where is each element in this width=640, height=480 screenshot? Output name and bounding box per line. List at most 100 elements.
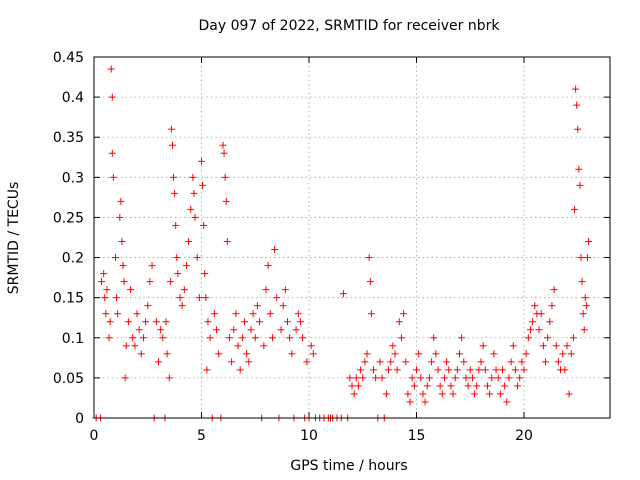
data-point bbox=[309, 350, 317, 358]
data-point bbox=[113, 294, 121, 302]
data-point bbox=[108, 93, 116, 101]
data-point bbox=[583, 254, 591, 262]
data-point bbox=[522, 350, 530, 358]
data-point bbox=[477, 358, 485, 366]
data-point bbox=[367, 310, 375, 318]
data-point bbox=[430, 334, 438, 342]
data-point bbox=[385, 366, 393, 374]
data-point bbox=[546, 318, 554, 326]
data-point bbox=[139, 334, 147, 342]
data-point bbox=[288, 350, 296, 358]
data-point bbox=[492, 366, 500, 374]
data-point bbox=[391, 350, 399, 358]
data-point bbox=[577, 254, 585, 262]
data-point bbox=[473, 382, 481, 390]
data-point bbox=[172, 221, 180, 229]
data-point bbox=[518, 358, 526, 366]
data-point bbox=[565, 390, 573, 398]
data-point bbox=[423, 382, 431, 390]
data-point bbox=[190, 189, 198, 197]
data-point bbox=[159, 334, 167, 342]
data-point bbox=[578, 278, 586, 286]
data-point bbox=[195, 294, 203, 302]
data-point bbox=[173, 254, 181, 262]
data-point bbox=[243, 350, 251, 358]
data-point bbox=[163, 350, 171, 358]
data-point bbox=[200, 221, 208, 229]
data-point bbox=[348, 382, 356, 390]
data-point bbox=[238, 334, 246, 342]
data-point bbox=[582, 302, 590, 310]
data-point bbox=[539, 342, 547, 350]
data-point bbox=[576, 181, 584, 189]
data-point bbox=[230, 326, 238, 334]
data-point bbox=[581, 294, 589, 302]
data-point bbox=[213, 326, 221, 334]
data-point bbox=[144, 302, 152, 310]
data-point bbox=[206, 334, 214, 342]
data-point bbox=[251, 334, 259, 342]
data-point bbox=[468, 374, 476, 382]
data-point bbox=[166, 278, 174, 286]
data-point bbox=[372, 374, 380, 382]
data-point bbox=[544, 334, 552, 342]
data-point bbox=[397, 334, 405, 342]
data-point bbox=[509, 342, 517, 350]
data-point bbox=[180, 286, 188, 294]
data-point bbox=[203, 366, 211, 374]
data-point bbox=[387, 358, 395, 366]
data-point bbox=[182, 262, 190, 270]
data-point bbox=[451, 374, 459, 382]
data-point bbox=[170, 173, 178, 181]
y-tick-label: 0.05 bbox=[53, 371, 84, 387]
x-axis-label: GPS time / hours bbox=[290, 458, 407, 474]
data-point bbox=[361, 358, 369, 366]
data-point bbox=[155, 358, 162, 366]
data-point bbox=[415, 350, 423, 358]
data-point bbox=[453, 366, 461, 374]
data-point bbox=[100, 270, 108, 278]
plot-frame bbox=[93, 56, 611, 419]
data-point bbox=[105, 334, 113, 342]
data-point bbox=[103, 286, 111, 294]
data-point bbox=[575, 165, 583, 173]
data-point bbox=[201, 270, 209, 278]
data-point bbox=[572, 85, 580, 93]
data-point bbox=[165, 374, 173, 382]
data-point bbox=[376, 358, 384, 366]
data-point bbox=[241, 318, 248, 326]
data-point bbox=[516, 374, 524, 382]
data-point bbox=[152, 318, 160, 326]
data-point bbox=[537, 310, 545, 318]
data-point bbox=[108, 149, 116, 157]
data-point bbox=[102, 310, 110, 318]
data-point bbox=[440, 374, 448, 382]
data-point bbox=[264, 262, 272, 270]
data-point bbox=[408, 374, 416, 382]
data-point bbox=[303, 358, 311, 366]
y-tick-label: 0.4 bbox=[62, 90, 84, 106]
data-point bbox=[370, 366, 377, 374]
data-point bbox=[410, 382, 418, 390]
y-tick-label: 0.25 bbox=[53, 210, 84, 226]
data-point bbox=[273, 294, 281, 302]
data-point bbox=[449, 390, 457, 398]
data-point bbox=[458, 334, 466, 342]
data-point bbox=[559, 350, 567, 358]
data-point bbox=[488, 374, 496, 382]
data-point bbox=[121, 374, 129, 382]
data-point bbox=[400, 310, 408, 318]
data-point bbox=[479, 342, 487, 350]
data-point bbox=[357, 366, 365, 374]
data-point bbox=[109, 173, 117, 181]
y-tick-label: 0 bbox=[75, 411, 84, 427]
data-point bbox=[456, 350, 463, 358]
data-point bbox=[346, 374, 354, 382]
data-point bbox=[222, 197, 230, 205]
data-point bbox=[232, 310, 240, 318]
data-point bbox=[413, 366, 420, 374]
data-points bbox=[92, 65, 592, 422]
data-point bbox=[475, 366, 483, 374]
data-point bbox=[157, 326, 165, 334]
data-point bbox=[262, 286, 270, 294]
